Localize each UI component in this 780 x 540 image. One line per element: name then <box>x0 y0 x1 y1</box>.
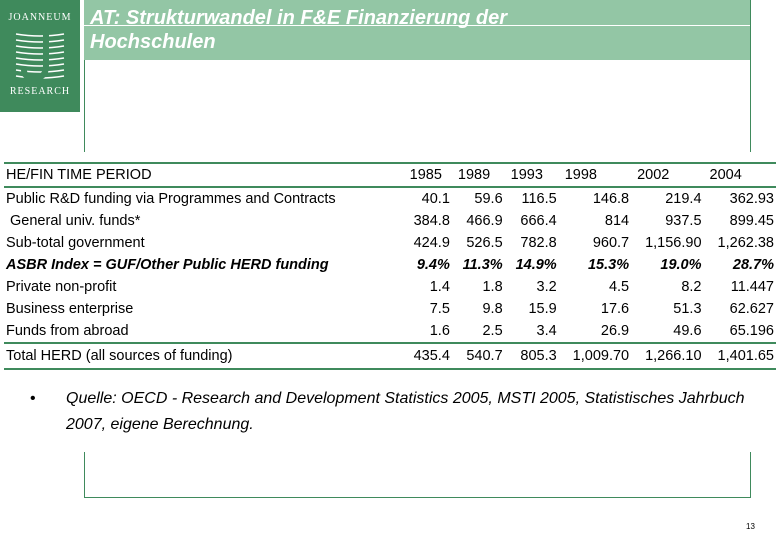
cell-value: 14.9% <box>515 257 557 273</box>
cell-value: 1.6 <box>429 323 450 339</box>
joanneum-research-logo: JOANNEUM RESEARCH <box>0 0 80 112</box>
table-row: Public R&D funding via Programmes and Co… <box>4 187 776 210</box>
row-label: ASBR Index = GUF/Other Public HERD fundi… <box>6 257 329 273</box>
cell-value: 1,156.90 <box>645 235 702 251</box>
bullet-icon: • <box>30 390 36 407</box>
page-title: AT: Strukturwandel in F&E Finanzierung d… <box>90 6 650 54</box>
table-total-row: Total HERD (all sources of funding) 435.… <box>4 342 776 370</box>
header-cell: 1993 <box>504 162 559 188</box>
cell-value: 11.3% <box>462 257 503 273</box>
row-label: Business enterprise <box>6 301 134 317</box>
cell-value: 540.7 <box>451 342 505 370</box>
cell-value: 384.8 <box>413 213 450 229</box>
title-line-1: AT: Strukturwandel in F&E Finanzierung d… <box>90 7 508 29</box>
cell-value: 65.196 <box>729 323 774 339</box>
cell-value: 1.8 <box>482 279 503 295</box>
row-label: Sub-total government <box>6 235 145 251</box>
cell-value: 1,009.70 <box>558 342 632 370</box>
cell-value: 9.4% <box>416 257 450 273</box>
row-label: Private non-profit <box>6 279 117 295</box>
right-guide-line-bottom <box>750 452 751 498</box>
cell-value: 15.3% <box>587 257 630 273</box>
table-row: General univ. funds* 384.8 466.9 666.4 8… <box>4 210 776 232</box>
cell-value: 19.0% <box>660 257 702 273</box>
cell-value: 899.45 <box>729 213 774 229</box>
logo-top-text: JOANNEUM <box>8 12 72 23</box>
table-row: Sub-total government 424.9 526.5 782.8 9… <box>4 232 776 254</box>
cell-value: 219.4 <box>665 191 702 207</box>
cell-value: 4.5 <box>608 279 630 295</box>
cell-value: 666.4 <box>520 213 557 229</box>
cell-value: 116.5 <box>521 191 557 207</box>
header-cell: 1985 <box>403 162 452 188</box>
cell-value: 960.7 <box>592 235 630 251</box>
cell-value: 814 <box>604 213 630 229</box>
cell-value: 3.4 <box>536 323 557 339</box>
right-guide-line <box>750 0 751 152</box>
cell-value: 3.2 <box>536 279 557 295</box>
cell-value: 1,262.38 <box>717 235 774 251</box>
herd-funding-table: HE/FIN TIME PERIOD 1985 1989 1993 1998 2… <box>4 162 776 370</box>
cell-value: 1.4 <box>429 279 450 295</box>
cell-value: 8.2 <box>681 279 702 295</box>
cell-value: 466.9 <box>466 213 503 229</box>
cell-value: 62.627 <box>729 301 774 317</box>
cell-value: 1,401.65 <box>703 342 776 370</box>
cell-value: 11.447 <box>730 279 774 295</box>
cell-value: 15.9 <box>528 301 557 317</box>
cell-value: 49.6 <box>673 323 702 339</box>
logo-bottom-text: RESEARCH <box>9 86 71 97</box>
cell-value: 782.8 <box>520 235 557 251</box>
cell-value: 17.6 <box>600 301 630 317</box>
header-cell: 2002 <box>631 162 704 188</box>
cell-value: 424.9 <box>413 235 450 251</box>
title-band <box>84 0 750 60</box>
cell-value: 40.1 <box>421 191 450 207</box>
cell-value: 1,266.10 <box>631 342 704 370</box>
cell-value: 51.3 <box>673 301 702 317</box>
table-header-row: HE/FIN TIME PERIOD 1985 1989 1993 1998 2… <box>4 162 776 188</box>
cell-value: 805.3 <box>504 342 559 370</box>
title-divider <box>84 25 750 26</box>
header-cell: 1998 <box>558 162 632 188</box>
cell-value: 362.93 <box>729 191 774 207</box>
header-cell: 2004 <box>703 162 776 188</box>
cell-value: 28.7% <box>732 257 774 273</box>
header-cell: 1989 <box>451 162 505 188</box>
cell-value: 59.6 <box>474 191 503 207</box>
cell-value: 435.4 <box>403 342 452 370</box>
row-label: General univ. funds* <box>6 213 141 229</box>
table-row: Private non-profit 1.4 1.8 3.2 4.5 8.2 1… <box>4 276 776 298</box>
row-label: Funds from abroad <box>6 323 129 339</box>
table-row: Business enterprise 7.5 9.8 15.9 17.6 51… <box>4 298 776 320</box>
cell-value: 7.5 <box>429 301 450 317</box>
page-number: 13 <box>746 522 755 531</box>
cell-value: 9.8 <box>482 301 503 317</box>
header-cell: HE/FIN TIME PERIOD <box>4 162 404 188</box>
left-guide-line <box>84 60 85 152</box>
row-label: Total HERD (all sources of funding) <box>4 342 404 370</box>
bottom-guide-line <box>84 497 751 498</box>
table-row: Funds from abroad 1.6 2.5 3.4 26.9 49.6 … <box>4 320 776 343</box>
left-guide-line-bottom <box>84 452 85 498</box>
source-note-text: Quelle: OECD - Research and Development … <box>66 390 745 433</box>
cell-value: 26.9 <box>600 323 630 339</box>
cell-value: 146.8 <box>592 191 630 207</box>
cell-value: 937.5 <box>665 213 702 229</box>
table-row-asbr-index: ASBR Index = GUF/Other Public HERD fundi… <box>4 254 776 276</box>
cell-value: 2.5 <box>482 323 503 339</box>
cell-value: 526.5 <box>466 235 503 251</box>
logo-emblem-icon <box>15 33 65 82</box>
row-label: Public R&D funding via Programmes and Co… <box>6 191 336 207</box>
title-line-2: Hochschulen <box>90 31 216 53</box>
